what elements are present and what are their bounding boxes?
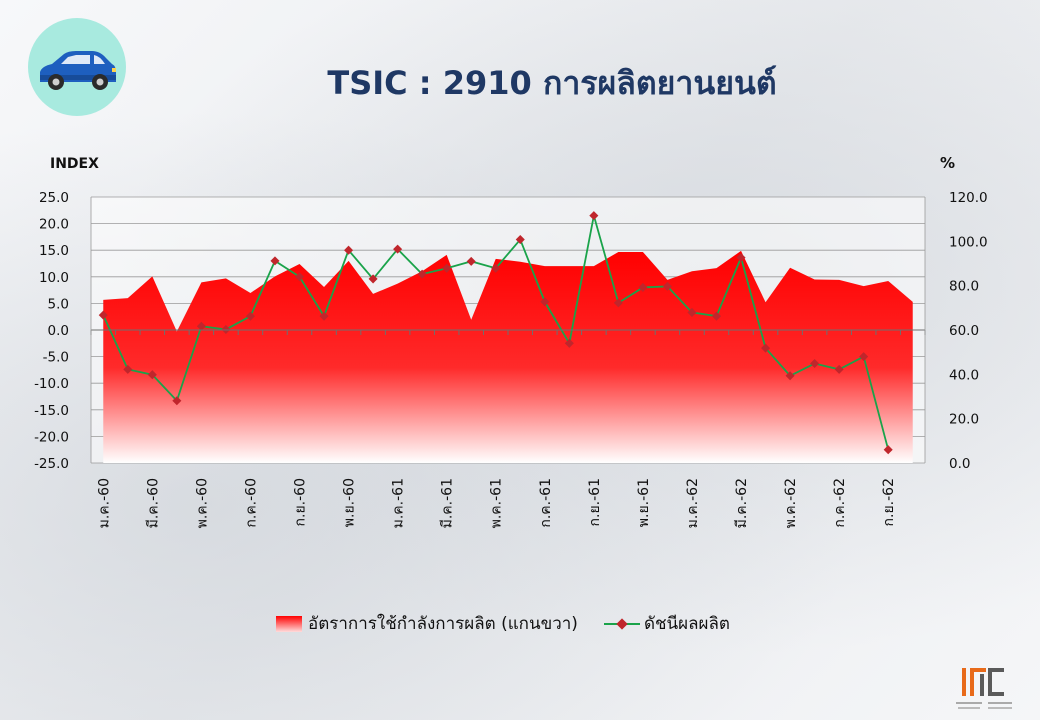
index-point — [638, 282, 648, 292]
oie-logo — [954, 664, 1014, 714]
right-tick-label: 40.0 — [949, 367, 979, 383]
legend-line-swatch — [603, 617, 640, 630]
x-tick-label: ม.ค.-61 — [391, 478, 407, 528]
index-point — [810, 358, 820, 369]
legend-line-label: ดัชนีผลผลิต — [643, 614, 730, 634]
capacity-area — [103, 250, 913, 463]
x-tick-label: พ.ค.-60 — [194, 478, 210, 528]
index-point — [245, 311, 255, 321]
x-tick-label: พ.ย.-61 — [636, 478, 652, 527]
index-point — [147, 370, 157, 380]
index-point — [834, 364, 844, 374]
left-tick-label: 20.0 — [39, 217, 69, 233]
index-point — [613, 298, 623, 308]
x-tick-label: ก.ย.-60 — [293, 478, 309, 526]
x-tick-label: มี.ค.-62 — [734, 478, 750, 528]
x-tick-label: พ.ค.-62 — [783, 478, 799, 528]
left-tick-label: 0.0 — [48, 323, 69, 339]
index-point — [172, 396, 182, 406]
legend-area-swatch — [276, 615, 302, 632]
x-tick-label: มี.ค.-60 — [145, 478, 161, 528]
legend: อัตราการใช้กำลังการผลิต (แกนขวา) ดัชนีผล… — [276, 610, 730, 637]
right-tick-label: 80.0 — [949, 279, 979, 295]
x-tick-label: มี.ค.-61 — [440, 478, 456, 528]
legend-area-label: อัตราการใช้กำลังการผลิต (แกนขวา) — [308, 614, 578, 634]
x-tick-label: ม.ค.-60 — [96, 478, 112, 528]
car-icon — [28, 18, 126, 116]
left-tick-label: -15.0 — [34, 403, 69, 419]
left-tick-label: 10.0 — [39, 270, 69, 286]
left-axis-title: INDEX — [50, 156, 99, 172]
right-tick-label: 60.0 — [949, 323, 979, 339]
x-tick-label: ม.ค.-62 — [685, 478, 701, 528]
x-tick-label: ก.ค.-60 — [243, 478, 259, 528]
x-tick-label: พ.ค.-61 — [489, 478, 505, 528]
left-tick-label: -20.0 — [34, 429, 69, 445]
left-tick-label: 15.0 — [39, 243, 69, 259]
right-tick-label: 0.0 — [949, 456, 970, 472]
left-tick-label: -5.0 — [43, 350, 69, 366]
x-tick-label: พ.ย.-60 — [342, 478, 358, 527]
index-point — [540, 297, 550, 307]
right-tick-label: 120.0 — [949, 190, 988, 206]
right-axis-title: % — [940, 154, 955, 172]
x-tick-label: ก.ย.-62 — [881, 478, 897, 526]
left-tick-label: 25.0 — [39, 190, 69, 206]
index-point — [123, 364, 133, 374]
left-tick-label: -10.0 — [34, 376, 69, 392]
index-point — [221, 324, 231, 334]
x-tick-label: ก.ย.-61 — [587, 478, 603, 526]
index-point — [564, 338, 574, 348]
right-tick-label: 100.0 — [949, 234, 988, 250]
x-tick-label: ก.ค.-61 — [538, 478, 554, 528]
left-tick-label: 5.0 — [48, 296, 69, 312]
index-point — [98, 310, 108, 320]
page-title: TSIC : 2910 การผลิตยานยนต์ — [327, 64, 777, 102]
left-tick-label: -25.0 — [34, 456, 69, 472]
index-point — [196, 321, 206, 331]
right-tick-label: 20.0 — [949, 412, 979, 428]
x-tick-label: ก.ค.-62 — [832, 478, 848, 528]
